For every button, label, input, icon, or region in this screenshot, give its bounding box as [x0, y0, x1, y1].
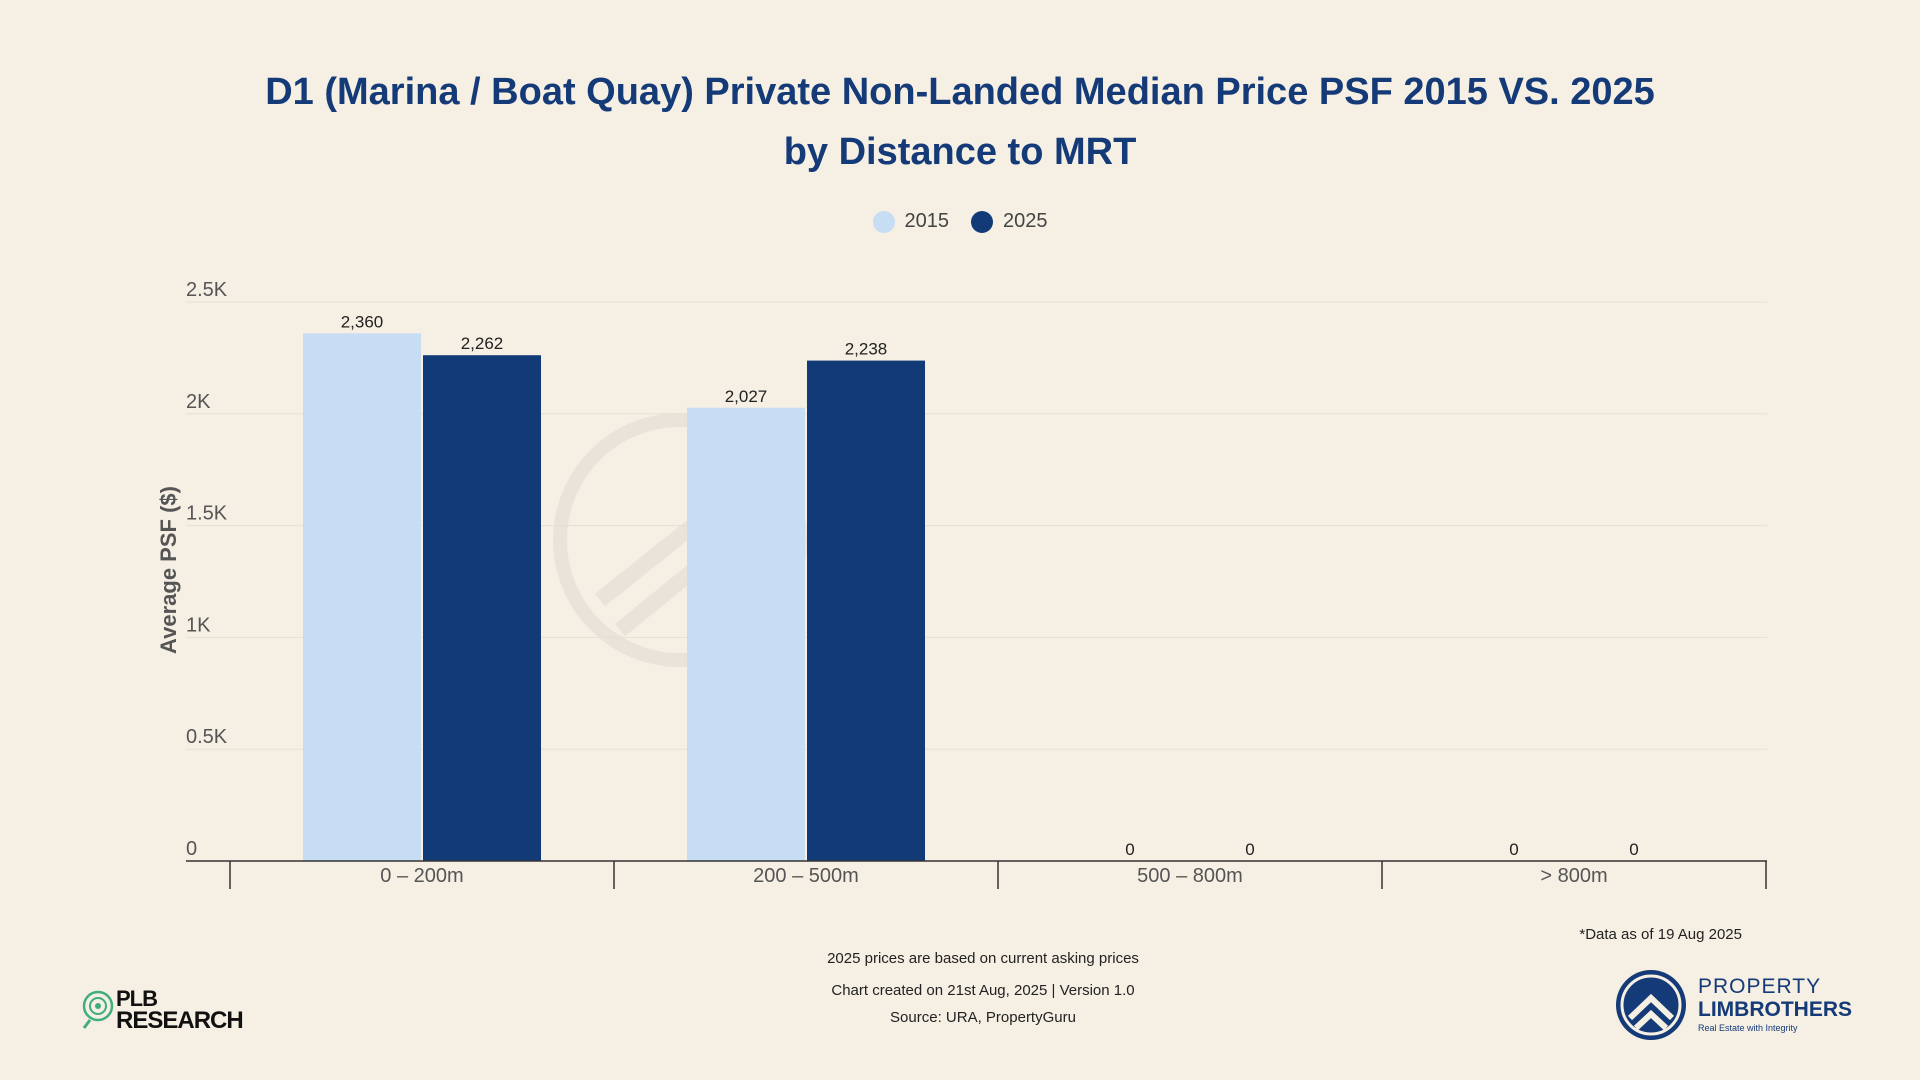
legend-swatch-2025 — [971, 210, 993, 233]
x-tick-label: 0 – 200m — [380, 865, 463, 887]
brand-limbrothers-text: LIMBROTHERS — [1698, 998, 1852, 1021]
legend-label-2025: 2025 — [1003, 210, 1048, 232]
data-label: 0 — [1245, 840, 1254, 859]
data-label: 2,238 — [845, 340, 888, 359]
data-label: 2,027 — [725, 387, 768, 406]
x-axis: 0 – 200m 200 – 500m 500 – 800m > 800m — [186, 860, 1767, 889]
brand-tagline-text: Real Estate with Integrity — [1698, 1023, 1798, 1033]
chart-title: D1 (Marina / Boat Quay) Private Non-Land… — [0, 62, 1920, 182]
research-text: RESEARCH — [116, 1007, 244, 1034]
bar-2015-0[interactable] — [303, 333, 421, 862]
data-labels: 2,360 2,262 2,027 2,238 0 0 0 0 — [341, 312, 1639, 859]
created-note: Chart created on 21st Aug, 2025 | Versio… — [831, 982, 1135, 999]
legend-item-2025[interactable]: 2025 — [971, 210, 1048, 233]
y-tick-label: 1.5K — [186, 503, 228, 525]
y-tick-label: 0.5K — [186, 726, 228, 748]
data-label: 0 — [1509, 840, 1518, 859]
data-as-of-note: *Data as of 19 Aug 2025 — [1579, 926, 1742, 943]
legend-swatch-2015 — [872, 210, 895, 233]
chart-title-line2: by Distance to MRT — [783, 131, 1137, 173]
x-tick-label: 500 – 800m — [1137, 865, 1243, 887]
y-tick-label: 1K — [186, 614, 211, 636]
property-limbrothers-logo: PROPERTY LIMBROTHERS Real Estate with In… — [1614, 968, 1852, 1042]
data-label: 0 — [1125, 840, 1134, 859]
y-tick-label: 0 — [186, 838, 197, 860]
data-label: 2,360 — [341, 312, 384, 331]
bars — [303, 333, 925, 862]
bar-2015-1[interactable] — [687, 407, 805, 861]
y-tick-label: 2K — [186, 391, 211, 413]
chart-title-line1: D1 (Marina / Boat Quay) Private Non-Land… — [265, 71, 1655, 113]
source-note: Source: URA, PropertyGuru — [890, 1009, 1076, 1026]
x-tick-label: 200 – 500m — [753, 865, 859, 887]
legend-item-2015[interactable]: 2015 — [872, 210, 950, 233]
y-axis-label: Average PSF ($) — [156, 486, 181, 654]
plb-research-logo: PLB RESEARCH — [80, 986, 244, 1034]
brand-emblem-icon — [1616, 970, 1686, 1040]
y-axis-ticks: 0 0.5K 1K 1.5K 2K 2.5K — [186, 279, 228, 860]
plb-text: PLB — [116, 986, 158, 1011]
bulb-icon — [82, 990, 114, 1029]
bar-2025-1[interactable] — [807, 360, 925, 861]
y-tick-label: 2.5K — [186, 279, 228, 301]
brand-property-text: PROPERTY — [1698, 975, 1822, 998]
legend: 2015 2025 — [0, 210, 1920, 233]
legend-label-2015: 2015 — [904, 210, 950, 232]
asking-note: 2025 prices are based on current asking … — [827, 950, 1139, 967]
bar-2025-0[interactable] — [423, 355, 541, 861]
data-label: 2,262 — [461, 334, 504, 353]
data-label: 0 — [1629, 840, 1638, 859]
x-tick-label: > 800m — [1540, 865, 1607, 887]
